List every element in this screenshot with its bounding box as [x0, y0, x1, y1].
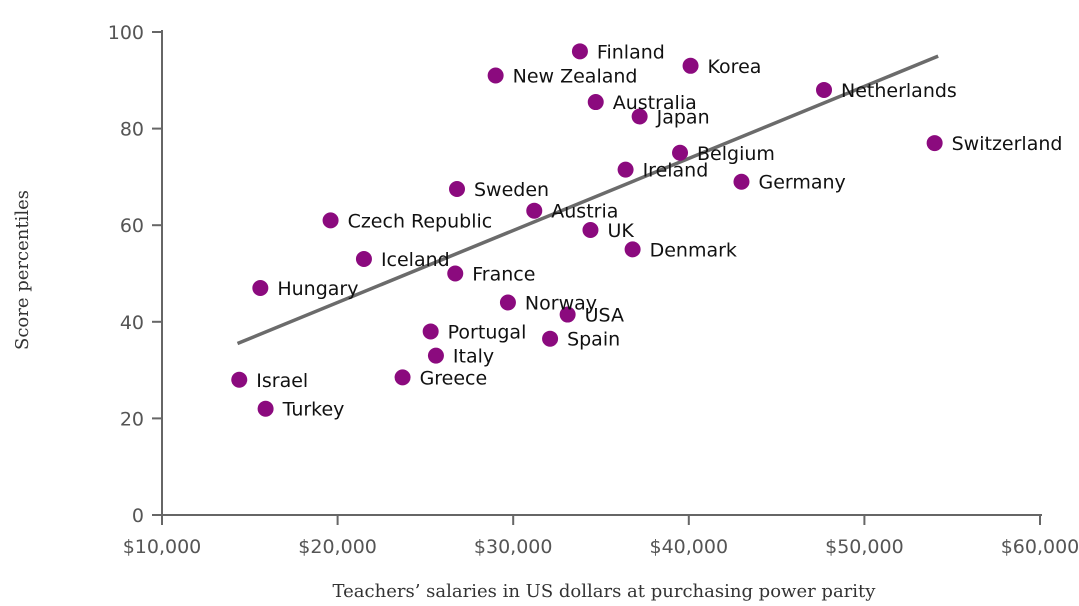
- data-label: Korea: [708, 56, 762, 78]
- data-label: France: [472, 264, 535, 286]
- data-point: [231, 371, 248, 388]
- data-point: [322, 212, 339, 229]
- data-point: [672, 144, 689, 161]
- data-label: Sweden: [474, 179, 549, 201]
- x-tick-label: $10,000: [123, 536, 202, 558]
- data-label: Turkey: [282, 399, 345, 421]
- data-point: [571, 43, 588, 60]
- data-point: [624, 241, 641, 258]
- data-point: [422, 323, 439, 340]
- data-label: Japan: [656, 107, 710, 129]
- data-label: Netherlands: [841, 80, 957, 102]
- data-label: Spain: [567, 329, 620, 351]
- data-point: [682, 57, 699, 74]
- data-point: [733, 173, 750, 190]
- data-label: Israel: [256, 370, 308, 392]
- data-point: [617, 161, 634, 178]
- data-point: [559, 306, 576, 323]
- data-label: Hungary: [277, 278, 358, 300]
- data-label: Czech Republic: [348, 210, 493, 232]
- data-label: Australia: [613, 92, 697, 114]
- y-tick-label: 60: [120, 215, 144, 237]
- data-points: [231, 43, 943, 417]
- data-point: [526, 202, 543, 219]
- data-point: [447, 265, 464, 282]
- x-tick-label: $60,000: [1001, 536, 1079, 558]
- y-tick-label: 40: [120, 312, 144, 334]
- y-tick-label: 100: [108, 22, 144, 44]
- data-point: [487, 67, 504, 84]
- x-tick-label: $50,000: [825, 536, 904, 558]
- data-label: Iceland: [381, 249, 450, 271]
- data-point: [257, 400, 274, 417]
- data-point: [542, 330, 559, 347]
- data-label: Norway: [525, 292, 597, 314]
- data-point: [427, 347, 444, 364]
- x-tick-label: $20,000: [298, 536, 377, 558]
- data-point: [499, 294, 516, 311]
- y-axis-title: Score percentiles: [12, 190, 33, 350]
- data-label: New Zealand: [513, 65, 638, 87]
- data-label: Denmark: [650, 239, 737, 261]
- data-label: Finland: [597, 41, 665, 63]
- x-axis-title: Teachers’ salaries in US dollars at purc…: [333, 581, 877, 602]
- data-point: [587, 94, 604, 111]
- data-point: [394, 369, 411, 386]
- data-label: Greece: [420, 367, 488, 389]
- point-labels: Finland Korea New Zealand Netherlands Austra…: [256, 41, 1062, 420]
- data-label: Italy: [453, 346, 494, 368]
- data-label: USA: [585, 305, 624, 327]
- data-label: Switzerland: [952, 133, 1063, 155]
- data-label: Belgium: [697, 143, 775, 165]
- data-label: UK: [607, 220, 634, 242]
- data-point: [926, 135, 943, 152]
- data-point: [631, 108, 648, 125]
- trend-line: [236, 54, 939, 346]
- x-tick-label: $40,000: [650, 536, 729, 558]
- data-label: Portugal: [448, 321, 527, 343]
- data-point: [355, 251, 372, 268]
- x-tick-label: $30,000: [474, 536, 553, 558]
- data-point: [449, 180, 466, 197]
- data-point: [252, 279, 269, 296]
- y-tick-label: 80: [120, 119, 144, 141]
- data-label: Austria: [551, 201, 618, 223]
- chart-ticks: 0 20 40 60 80 100 $10,000 $20,000 $30,000 $40,000…: [108, 22, 1079, 558]
- chart-axes: [161, 30, 1042, 516]
- data-point: [816, 81, 833, 98]
- y-tick-label: 0: [132, 505, 144, 527]
- y-tick-label: 20: [120, 408, 144, 430]
- data-label: Germany: [758, 172, 845, 194]
- data-point: [582, 222, 599, 239]
- data-label: Ireland: [643, 160, 709, 182]
